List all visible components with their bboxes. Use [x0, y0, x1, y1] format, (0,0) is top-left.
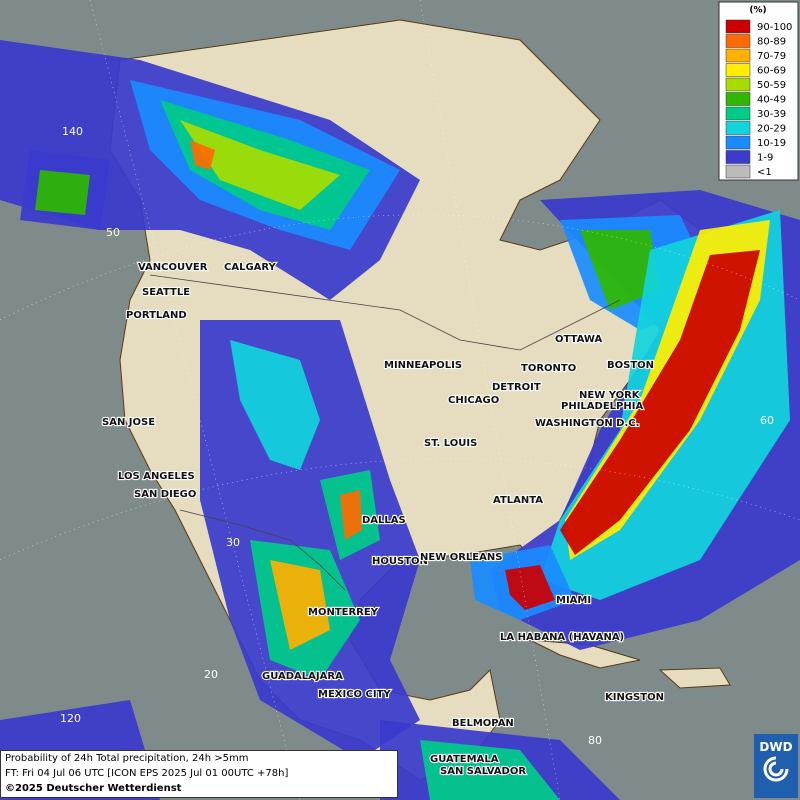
precip-area [35, 170, 90, 215]
city-label: CHICAGO [448, 395, 499, 406]
city-label: DALLAS [362, 515, 406, 526]
legend-label: 40-49 [757, 95, 786, 106]
city-label: DETROIT [492, 382, 541, 393]
borders [149, 274, 621, 591]
legend-label: 50-59 [757, 80, 786, 91]
city-label: OTTAWA [555, 334, 602, 345]
logo-text: DWD [759, 740, 793, 754]
legend-label: 30-39 [757, 109, 786, 120]
grid-label: 80 [588, 734, 602, 747]
precip-area [505, 565, 555, 610]
footer-line: Probability of 24h Total precipitation, … [5, 753, 249, 764]
precip-area [180, 120, 340, 210]
legend-label: 70-79 [757, 51, 786, 62]
city-label: NEW YORK [579, 390, 641, 401]
legend-swatch [725, 48, 751, 63]
city-label: BELMOPAN [452, 718, 514, 729]
legend-label: 60-69 [757, 66, 786, 77]
legend-label: 20-29 [757, 124, 786, 135]
city-label: MINNEAPOLIS [384, 360, 462, 371]
legend-swatch [725, 106, 751, 121]
precip-area [340, 490, 362, 540]
city-label: TORONTO [521, 363, 576, 374]
legend-swatch [725, 150, 751, 164]
footer-line: FT: Fri 04 Jul 06 UTC [ICON EPS 2025 Jul… [5, 768, 289, 779]
legend-swatch [725, 164, 751, 179]
legend: (%) 90-100 80-89 70-79 60-69 50-59 40-49 30-39… [718, 1, 799, 181]
city-label: LA HABANA (HAVANA) [500, 632, 624, 643]
grid-label: 50 [106, 226, 120, 239]
city-label: HOUSTON [372, 556, 428, 567]
legend-swatch [725, 77, 751, 92]
legend-label: 10-19 [757, 138, 786, 149]
grid-label: 20 [204, 668, 218, 681]
city-label: GUADALAJARA [262, 671, 343, 682]
footer-line: ©2025 Deutscher Wetterdienst [5, 783, 182, 794]
city-label: SAN SALVADOR [440, 766, 526, 777]
precip-area [230, 340, 320, 470]
city-label: MONTERREY [308, 607, 379, 618]
precip-area [270, 560, 330, 650]
labels: VANCOUVER CALGARY SEATTLE PORTLAND SAN JOSE L… [60, 125, 774, 778]
precip-area [420, 740, 560, 800]
legend-swatch [725, 19, 751, 34]
legend-title: (%) [749, 6, 766, 16]
legend-swatch [725, 121, 751, 135]
city-label: CALGARY [224, 262, 277, 273]
city-label: VANCOUVER [138, 262, 208, 273]
legend-label: <1 [757, 167, 772, 178]
logo: DWD [754, 734, 798, 798]
city-label: SEATTLE [142, 287, 190, 298]
legend-swatch [725, 92, 751, 106]
precip-area [580, 230, 660, 310]
city-label: WASHINGTON D.C. [535, 418, 639, 429]
legend-swatch [725, 63, 751, 77]
logo-icon [763, 756, 789, 782]
city-label: MEXICO CITY [318, 689, 391, 700]
city-label: SAN DIEGO [134, 489, 196, 500]
legend-label: 80-89 [757, 37, 786, 48]
grid-label: 120 [60, 712, 81, 725]
precip-area [190, 140, 215, 170]
legend-label: 90-100 [757, 22, 792, 33]
legend-swatch [725, 135, 751, 150]
legend-label: 1-9 [757, 153, 773, 164]
city-label: ATLANTA [493, 495, 543, 506]
city-label: SAN JOSE [102, 417, 155, 428]
grid-label: 140 [62, 125, 83, 138]
city-label: PHILADELPHIA [561, 401, 643, 412]
grid-label: 30 [226, 536, 240, 549]
city-label: PORTLAND [126, 310, 187, 321]
city-label: MIAMI [556, 595, 591, 606]
precip-area [560, 250, 760, 555]
city-label: LOS ANGELES [118, 471, 195, 482]
city-label: ST. LOUIS [424, 438, 477, 449]
footer: Probability of 24h Total precipitation, … [0, 750, 398, 798]
city-label: BOSTON [607, 360, 654, 371]
precipitation-areas [0, 40, 800, 800]
city-label: KINGSTON [605, 692, 664, 703]
grid-label: 60 [760, 414, 774, 427]
city-label: GUATEMALA [430, 754, 499, 765]
city-label: NEW ORLEANS [420, 552, 502, 563]
legend-swatch [725, 34, 751, 48]
